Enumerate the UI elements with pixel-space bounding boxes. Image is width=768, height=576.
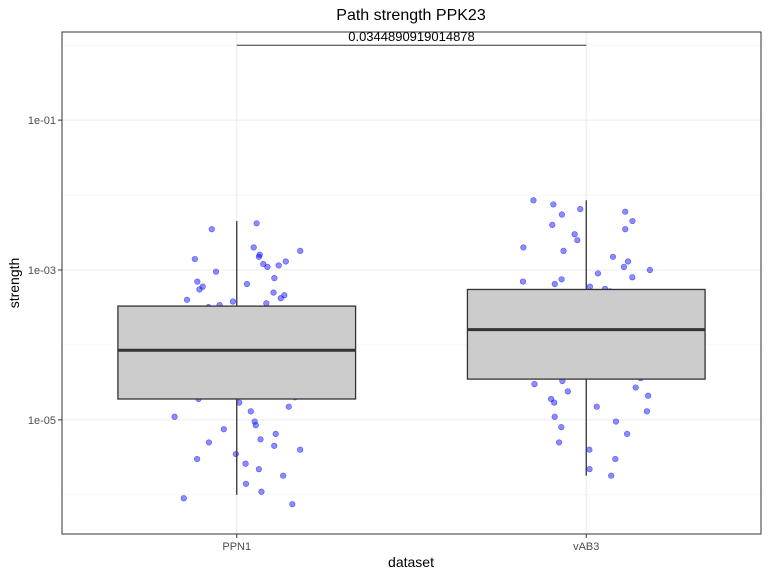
data-point — [609, 253, 617, 260]
data-point — [622, 226, 629, 233]
data-point — [250, 244, 257, 251]
y-tick-label: 1e-05 — [28, 415, 56, 427]
data-point — [571, 231, 578, 238]
data-point — [622, 208, 629, 215]
data-point — [519, 278, 527, 285]
data-point — [208, 226, 215, 233]
data-point — [593, 403, 600, 410]
significance-label: 0.0344890919014878 — [348, 29, 475, 44]
y-axis: 1e-05 1e-03 1e-01 — [28, 115, 62, 427]
data-point — [612, 455, 619, 463]
data-point — [629, 274, 636, 281]
data-point — [629, 217, 636, 225]
data-point — [242, 480, 250, 487]
data-point — [520, 244, 527, 251]
data-point — [255, 253, 263, 260]
x-tick-label: vAB3 — [573, 541, 599, 553]
data-point — [282, 258, 289, 265]
data-point — [624, 258, 632, 265]
data-point — [646, 266, 654, 274]
data-point — [586, 466, 593, 473]
data-point — [643, 408, 651, 415]
plot-border — [61, 31, 762, 535]
data-point — [550, 201, 557, 208]
data-point — [297, 247, 304, 254]
data-point — [645, 392, 652, 399]
data-point — [183, 296, 191, 303]
data-point — [620, 263, 628, 271]
plot-background — [62, 32, 761, 534]
data-point — [194, 455, 201, 463]
data-point — [574, 237, 581, 244]
data-point — [220, 426, 227, 433]
significance-annotation: 0.0344890919014878 — [236, 29, 587, 46]
data-point — [549, 221, 556, 228]
data-point — [255, 466, 262, 473]
data-point — [212, 268, 220, 275]
data-point — [594, 270, 602, 277]
data-point — [247, 408, 254, 415]
data-point — [280, 472, 287, 479]
data-point — [263, 300, 270, 307]
data-point — [242, 460, 249, 467]
data-point — [251, 418, 258, 425]
data-point — [551, 399, 558, 406]
data-point — [623, 430, 631, 437]
data-point — [608, 472, 615, 479]
y-tick-label: 1e-03 — [28, 265, 56, 277]
data-point — [530, 197, 537, 204]
data-point — [558, 424, 565, 431]
data-point — [171, 413, 178, 420]
x-axis: PPN1 vAB3 — [222, 534, 599, 553]
data-point — [272, 430, 279, 437]
data-point — [531, 381, 538, 388]
data-point — [285, 403, 292, 410]
data-point — [612, 418, 620, 425]
boxes — [117, 200, 706, 495]
data-point — [275, 262, 282, 269]
data-point — [632, 384, 639, 391]
data-point — [289, 501, 296, 508]
data-point — [586, 283, 593, 290]
y-tick-label: 1e-01 — [28, 115, 56, 127]
data-point — [277, 295, 284, 302]
data-point — [194, 278, 201, 285]
data-point — [558, 276, 565, 283]
data-point — [564, 388, 571, 395]
data-point — [551, 413, 558, 420]
data-point — [257, 436, 264, 443]
data-point — [560, 247, 567, 254]
data-point — [191, 255, 198, 263]
data-point — [253, 220, 260, 227]
data-point — [297, 446, 304, 453]
data-point — [551, 280, 558, 288]
data-point — [232, 450, 239, 458]
data-point — [271, 442, 278, 449]
chart-title: Path strength PPK23 — [336, 7, 486, 24]
data-point — [196, 286, 203, 293]
y-axis-title: strength — [6, 258, 22, 309]
box-vAB3 — [466, 288, 706, 380]
data-point — [205, 439, 213, 446]
data-point — [555, 439, 563, 446]
data-point — [252, 422, 259, 429]
data-point — [271, 274, 278, 282]
x-tick-label: PPN1 — [222, 541, 251, 553]
data-point — [180, 495, 187, 502]
data-point — [558, 211, 565, 218]
data-point — [229, 298, 237, 305]
data-point — [577, 205, 584, 213]
data-point — [258, 488, 265, 495]
data-point — [586, 446, 593, 453]
box-PPN1 — [117, 305, 357, 400]
data-point — [243, 280, 251, 288]
x-axis-title: dataset — [388, 554, 434, 570]
data-point — [270, 289, 277, 296]
data-point — [264, 263, 271, 271]
